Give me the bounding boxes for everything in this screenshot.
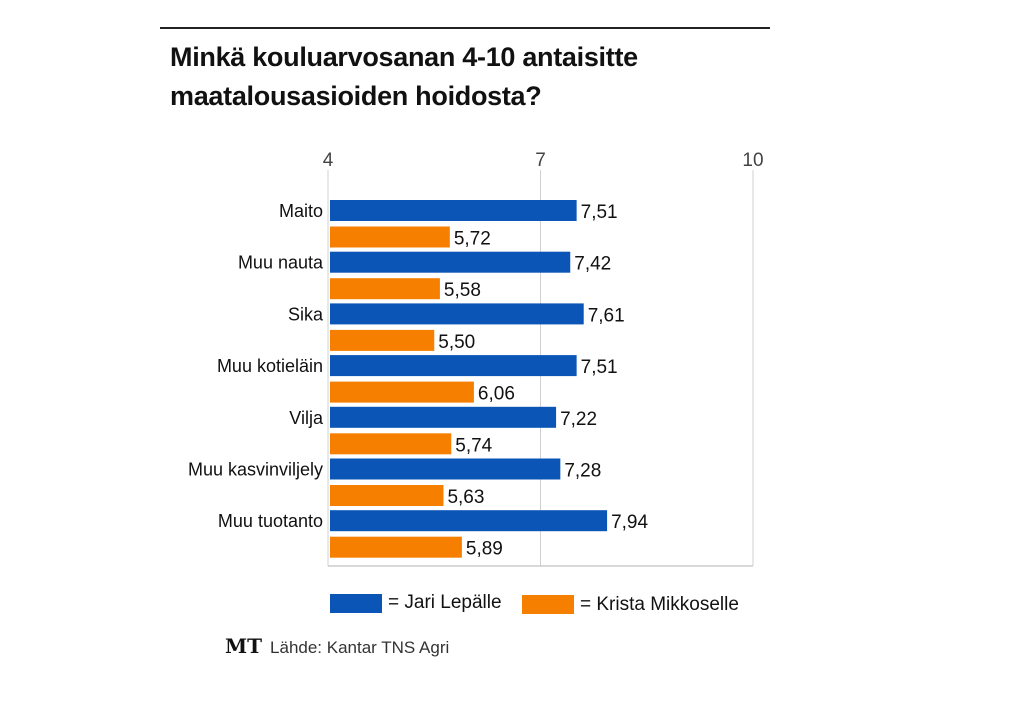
bar-jari	[330, 200, 577, 221]
bar-jari	[330, 406, 557, 428]
category-label: Sika	[288, 304, 324, 324]
x-tick-label: 4	[323, 150, 334, 171]
data-label: 7,51	[581, 202, 618, 223]
legend-label-krista: = Krista Mikkoselle	[580, 594, 739, 615]
data-label: 5,63	[447, 487, 484, 508]
category-label: Muu nauta	[238, 253, 324, 273]
bar-krista	[330, 381, 474, 403]
top-rule	[160, 27, 770, 29]
data-label: 7,61	[588, 305, 625, 326]
legend-label-jari: = Jari Lepälle	[388, 592, 502, 613]
data-label: 5,74	[455, 435, 492, 456]
bar-jari	[330, 510, 608, 532]
data-label: 7,42	[574, 254, 611, 275]
category-label: Muu kotieläin	[217, 356, 323, 376]
bar-krista	[330, 433, 452, 455]
data-label: 7,22	[560, 409, 597, 430]
data-label: 5,50	[438, 332, 475, 353]
bar-jari	[330, 251, 571, 273]
legend-swatch-krista	[522, 595, 574, 614]
title-line-2: maatalousasioiden hoidosta?	[170, 81, 542, 111]
data-label: 5,72	[454, 229, 491, 250]
bar-krista	[330, 329, 435, 351]
x-tick-label: 10	[742, 150, 763, 171]
category-label: Muu tuotanto	[218, 511, 323, 531]
bar-jari	[330, 355, 577, 377]
bar-krista	[330, 536, 462, 558]
mt-logo: MT	[225, 634, 263, 658]
source-text: Lähde: Kantar TNS Agri	[270, 638, 450, 657]
data-label: 5,58	[444, 280, 481, 301]
category-label: Muu kasvinviljely	[188, 460, 323, 480]
title-line-1: Minkä kouluarvosanan 4-10 antaisitte	[170, 42, 638, 72]
data-label: 7,28	[564, 461, 601, 482]
data-label: 7,94	[611, 512, 648, 533]
chart-title: Minkä kouluarvosanan 4-10 antaisitte maa…	[170, 38, 638, 116]
bar-jari	[330, 458, 561, 480]
bar-krista	[330, 278, 440, 300]
legend-swatch-jari	[330, 594, 382, 613]
bar-krista	[330, 226, 450, 248]
data-label: 6,06	[478, 384, 515, 405]
bar-krista	[330, 485, 444, 506]
category-label: Vilja	[289, 408, 324, 428]
category-label: Maito	[279, 201, 323, 221]
bar-jari	[330, 303, 584, 325]
data-label: 5,89	[466, 539, 503, 560]
data-label: 7,51	[581, 357, 618, 378]
x-tick-label: 7	[535, 150, 546, 171]
source-note: MT Lähde: Kantar TNS Agri	[225, 634, 449, 658]
